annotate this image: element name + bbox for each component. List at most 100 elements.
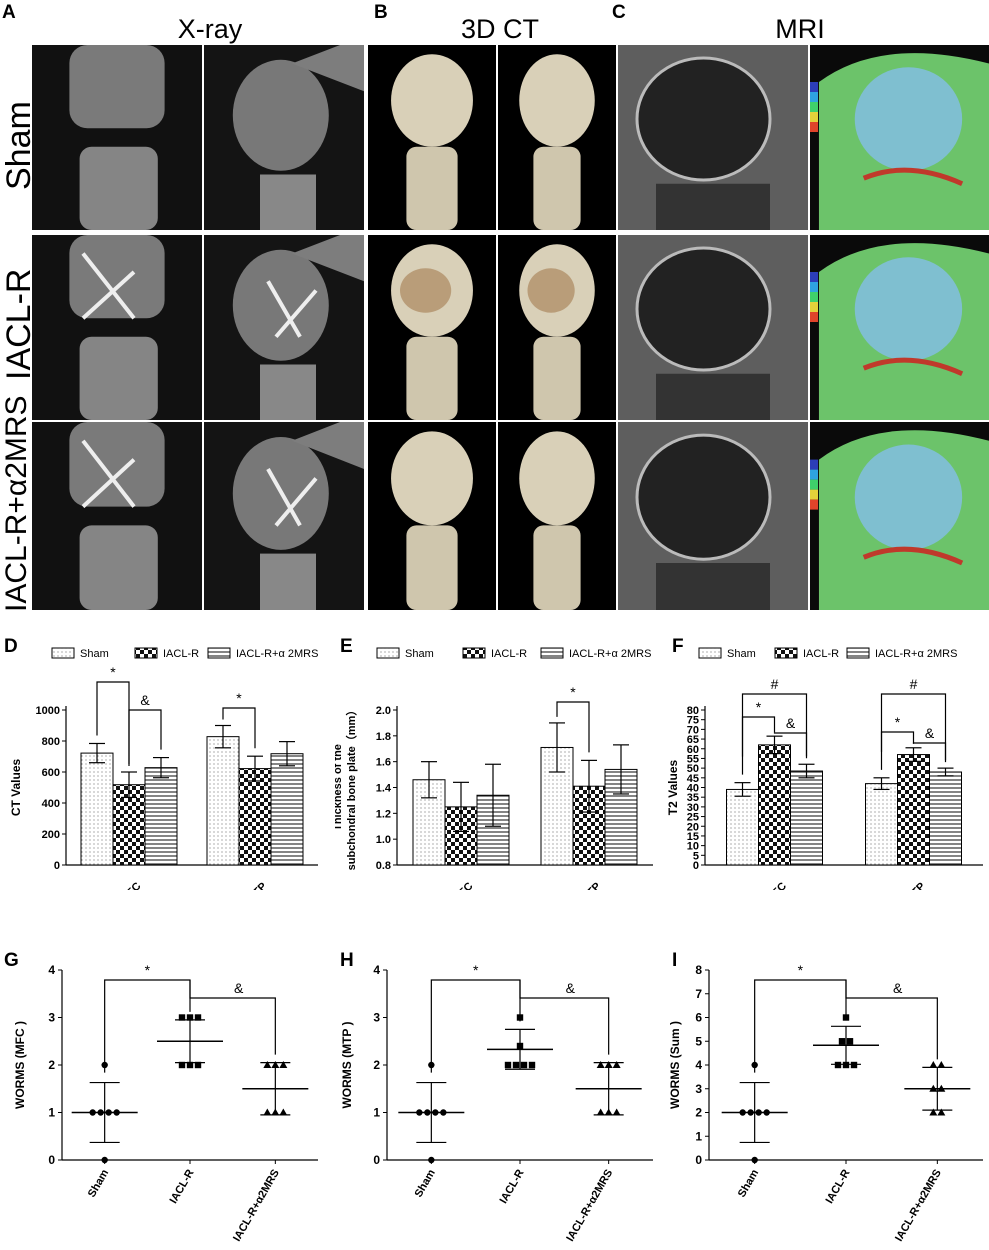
data-point-square [834,1061,842,1069]
data-point-square [186,1014,194,1021]
data-point-triangle [929,1108,938,1116]
significance-bracket [556,701,590,753]
image-iacl-r-mri [618,235,808,420]
legend-label: Sham [80,648,109,660]
image-iacl-r-2mrs-ct [368,422,496,610]
data-point-triangle [279,1061,288,1068]
y-tick-label: 1 [48,1106,55,1120]
color-scale-step [810,92,818,102]
color-scale-step [810,459,818,470]
legend-label: IACL-R [491,648,527,660]
t2-map-cartilage [862,167,964,187]
y-tick-label: 0.8 [376,860,391,872]
t2-map-cartilage [862,357,964,377]
ct-femur [519,54,595,147]
image-iacl-r-2mrs-ct2 [498,422,616,610]
t2-map-condyle [854,444,963,550]
y-axis-label-line2: subchondral bone plate（mm） [345,705,358,871]
data-point-triangle [929,1061,938,1068]
y-tick-label: 35 [687,792,699,804]
image-drawing [618,45,808,230]
chart-d-ct-values: Sham IACL-R IACL-R+α 2MRS 0 200 400 600 800 1000… [9,647,318,890]
y-axis-label: WORMS (MFC ) [13,1021,27,1109]
significance-bracket [128,709,162,766]
t2-map-condyle [854,67,963,171]
panel-letter-g: G [4,950,19,971]
image-drawing [32,235,202,420]
y-axis-label: WORMS (Sum ) [668,1021,682,1109]
image-drawing [810,235,989,420]
data-point-square [178,1014,186,1021]
y-axis-label: WORMS (MTP ) [340,1021,354,1108]
y-tick-label: 20 [687,821,699,833]
significance-bracket [104,979,191,1073]
panel-letter-d: D [4,636,18,657]
panel-letter-i: I [672,950,678,971]
image-sham-mri [618,45,808,230]
color-scale-step [810,469,818,480]
chart-e-subchondral-thickness: Sham IACL-R IACL-R+α 2MRS 0.8 1.0 1.2 1.4 1.6 1.… [335,647,653,890]
y-tick-label: 70 [687,724,699,736]
femur-shaft [292,45,364,92]
column-title-mri: MRI [775,14,825,44]
image-drawing [368,422,496,610]
ct-tibia [406,525,458,610]
legend-swatch [207,647,231,659]
significance-mark: * [145,962,151,978]
data-point-triangle [263,1061,272,1068]
y-tick-label: 1.4 [376,783,392,795]
k-wire [266,468,318,527]
bar [726,788,759,866]
color-scale-step [810,122,818,132]
significance-bracket [222,707,256,749]
legend-swatch [698,647,722,659]
y-tick-label: 10 [687,841,699,853]
t2-map-cartilage [862,546,964,566]
y-tick-label: 0 [48,1153,55,1167]
color-scale-step [810,489,818,500]
significance-mark: * [473,962,479,978]
ct-tibia [533,525,581,610]
bar [929,771,962,866]
mri-tibia [656,373,770,420]
color-scale-step [810,272,818,282]
significance-mark: * [798,962,804,978]
y-axis-label: T2 Values [666,759,680,815]
data-point-square [178,1061,186,1069]
bar [790,770,823,866]
bar [897,754,930,866]
chart-i-worms-sum: 0 1 2 3 4 5 6 7 8 WORMS (Sum ) Sham IACL-R IACL-R+α2… [668,962,983,1244]
y-tick-label: 800 [42,736,60,748]
legend-swatch [846,647,870,659]
femur-shape [69,422,165,507]
x-tick-label: MFC [118,880,143,890]
color-scale-bar [810,272,818,322]
x-tick-label: IACL-R+α2MRS [231,1168,282,1244]
image-drawing [618,235,808,420]
image-drawing [810,45,989,230]
bar [270,753,304,866]
chart-legend: Sham IACL-R IACL-R+α 2MRS [698,647,957,660]
x-tick-label: IACL-R [498,1167,527,1205]
chart-g-worms-mfc: 0 1 2 3 4 WORMS (MFC ) Sham IACL-R IACL-R+α2MRS *… [13,962,318,1244]
data-point-square [846,1038,854,1045]
image-drawing [204,235,364,420]
image-drawing [498,235,616,420]
tibia-shape [260,553,316,610]
significance-bracket [519,980,610,1055]
data-point-triangle [263,1108,272,1116]
image-iacl-r-ct [368,235,496,420]
significance-bracket [773,732,808,759]
data-point-circle [751,1156,758,1164]
chart-h-worms-mtp: 0 1 2 3 4 WORMS (MTP ) Sham IACL-R IACL-R+α2MRS *… [340,962,653,1244]
ct-tibia [406,336,458,420]
data-point-square [528,1061,536,1069]
column-title-3dct: 3D CT [460,14,539,44]
x-tick-label: Sham [736,1167,761,1199]
significance-bracket [96,681,130,764]
significance-mark: & [925,725,935,741]
y-tick-label: 5 [695,1034,702,1048]
data-point-circle [428,1156,435,1164]
y-tick-label: 2 [695,1106,702,1120]
image-drawing [368,45,496,230]
